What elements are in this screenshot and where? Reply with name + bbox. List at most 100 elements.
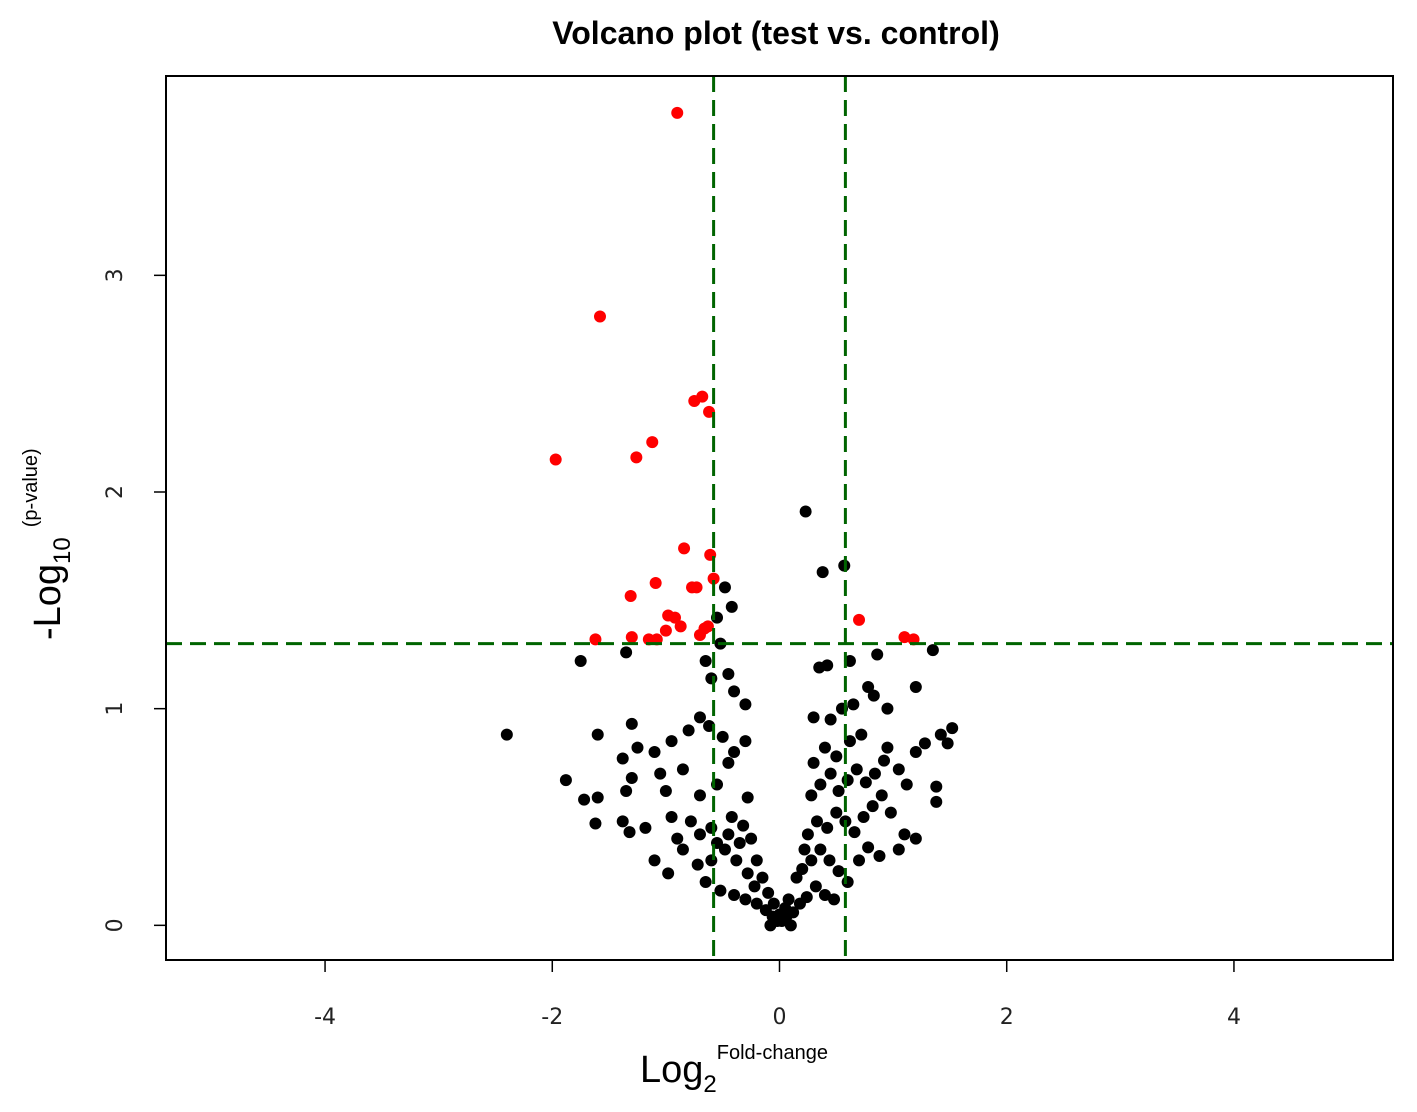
- data-point: [648, 854, 661, 867]
- data-point: [823, 854, 836, 867]
- data-point: [705, 672, 718, 685]
- significant-point: [671, 106, 684, 119]
- data-point: [682, 724, 695, 737]
- data-point: [857, 811, 870, 823]
- data-point: [725, 811, 738, 823]
- data-point: [898, 828, 911, 841]
- data-point: [805, 854, 818, 867]
- x-axis: -4 -2 0 2 4: [314, 960, 1241, 1030]
- data-point: [631, 741, 644, 754]
- y-tick-label: 2: [103, 485, 128, 499]
- y-axis: 0 1 2 3: [103, 268, 166, 932]
- data-point: [843, 735, 856, 748]
- data-point: [616, 815, 629, 828]
- data-point: [699, 655, 712, 667]
- data-point: [662, 867, 675, 880]
- data-point: [824, 713, 837, 726]
- data-point: [714, 884, 727, 897]
- data-point: [859, 776, 872, 789]
- data-point: [559, 774, 572, 787]
- data-point: [616, 752, 629, 765]
- data-point: [623, 826, 636, 839]
- data-point: [847, 698, 860, 711]
- x-tick-label: 4: [1227, 1005, 1241, 1030]
- significant-point: [668, 611, 681, 624]
- data-point: [703, 720, 716, 732]
- data-point: [796, 863, 809, 875]
- data-point: [500, 728, 513, 741]
- y-tick-label: 0: [103, 918, 128, 932]
- x-tick-label: 2: [1000, 1005, 1014, 1030]
- data-point: [665, 735, 678, 748]
- data-point: [881, 741, 894, 754]
- data-point: [805, 789, 818, 802]
- data-point: [730, 854, 743, 867]
- data-point: [855, 728, 868, 741]
- data-point: [733, 837, 746, 849]
- x-tick-label: -2: [541, 1005, 563, 1030]
- data-point: [830, 806, 843, 819]
- data-point: [807, 756, 820, 769]
- significant-point: [625, 631, 638, 644]
- data-point: [728, 685, 741, 698]
- data-point: [659, 785, 672, 797]
- significant-point: [674, 620, 687, 633]
- data-point: [801, 828, 814, 841]
- y-axis-label: -Log10(p-value): [20, 448, 76, 640]
- data-point: [639, 821, 652, 834]
- significant-point: [690, 581, 703, 594]
- data-point: [853, 854, 866, 867]
- significant-point: [701, 620, 714, 633]
- data-point: [739, 735, 752, 748]
- data-point: [818, 741, 831, 754]
- data-point: [862, 841, 875, 854]
- data-point: [841, 774, 854, 787]
- data-point: [828, 893, 841, 906]
- plot-frame: [165, 75, 1394, 961]
- data-point: [748, 880, 761, 893]
- data-point: [946, 722, 959, 735]
- data-point: [881, 702, 894, 715]
- data-point: [824, 767, 837, 780]
- data-point: [843, 655, 856, 667]
- threshold-lines: [167, 77, 1392, 959]
- data-point: [832, 785, 845, 797]
- data-point: [718, 581, 731, 594]
- data-point: [767, 897, 780, 910]
- data-point: [722, 668, 735, 680]
- significant-point: [646, 436, 659, 449]
- data-point: [764, 919, 777, 932]
- y-tick-label: 3: [103, 268, 128, 282]
- significant-point: [593, 310, 606, 323]
- significant-point: [693, 629, 706, 641]
- data-point: [718, 843, 731, 856]
- significant-point: [624, 590, 637, 602]
- data-point: [809, 880, 822, 893]
- data-point: [693, 789, 706, 802]
- data-point: [665, 811, 678, 823]
- data-point: [589, 817, 602, 830]
- data-point: [574, 655, 587, 667]
- data-point: [892, 763, 905, 776]
- data-point: [918, 737, 931, 750]
- data-point: [716, 730, 729, 743]
- data-point: [873, 850, 886, 862]
- data-point: [798, 843, 811, 856]
- data-point: [745, 832, 758, 845]
- data-point: [926, 644, 939, 657]
- data-point: [739, 893, 752, 906]
- data-point: [676, 843, 689, 856]
- data-point: [875, 789, 888, 802]
- data-point: [878, 754, 891, 767]
- data-point: [756, 871, 769, 884]
- significant-point: [688, 395, 701, 407]
- data-point: [892, 843, 905, 856]
- data-point: [722, 828, 735, 841]
- data-point: [684, 815, 697, 828]
- data-point: [930, 795, 943, 808]
- data-point: [930, 780, 943, 793]
- data-point: [862, 681, 875, 693]
- data-point: [620, 646, 633, 659]
- data-point: [814, 843, 827, 856]
